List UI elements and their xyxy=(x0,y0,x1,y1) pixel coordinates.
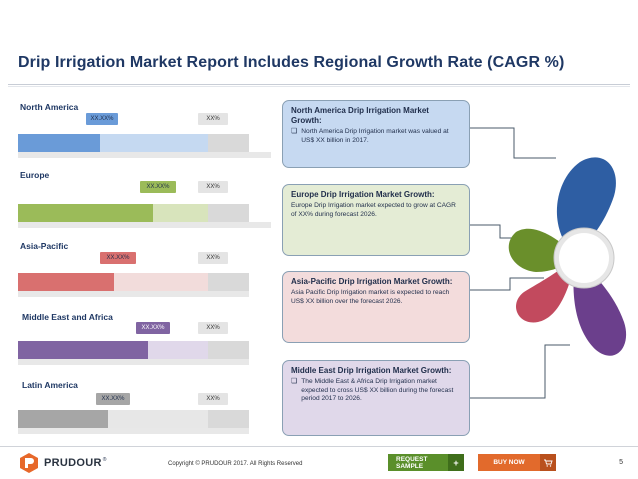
info-box-asia-pacific: Asia-Pacific Drip Irrigation Market Grow… xyxy=(282,271,470,343)
info-box-title: Asia-Pacific Drip Irrigation Market Grow… xyxy=(291,277,453,286)
region-label-middle-east-africa: Middle East and Africa xyxy=(22,312,113,322)
info-box-text: North America Drip Irrigation market was… xyxy=(301,128,449,144)
buy-now-button[interactable]: BUY NOW xyxy=(478,454,556,471)
bar-base-latin-america xyxy=(18,428,249,434)
info-box-text: The Middle East & Africa Drip Irrigation… xyxy=(301,378,454,403)
info-box-title: Middle East Drip Irrigation Market Growt… xyxy=(291,366,452,375)
request-sample-label: REQUEST SAMPLE xyxy=(388,454,448,471)
pct-callout-latin-america: XX% xyxy=(198,393,228,405)
prudour-logo-icon xyxy=(20,453,38,473)
info-box-text: Asia Pacific Drip Irrigation market is e… xyxy=(291,289,450,305)
info-box-north-america: North America Drip Irrigation Market Gro… xyxy=(282,100,470,168)
page-number: 5 xyxy=(619,459,623,466)
bar-fill-middle-east-africa xyxy=(18,341,148,359)
pct-callout-middle-east-africa: XX% xyxy=(198,322,228,334)
bar-fill-north-america xyxy=(18,134,100,152)
region-label-north-america: North America xyxy=(20,102,79,112)
connector-line-north-america xyxy=(470,127,556,159)
value-callout-latin-america: XX.XX% xyxy=(96,393,130,405)
connector-line-asia-pacific xyxy=(470,277,544,291)
footer-divider xyxy=(0,446,638,447)
region-label-latin-america: Latin America xyxy=(22,380,78,390)
info-box-title: Europe Drip Irrigation Market Growth: xyxy=(291,190,435,199)
bar-fill-latin-america xyxy=(18,410,108,428)
pct-callout-europe: XX% xyxy=(198,181,228,193)
value-callout-asia-pacific: XX.XX% xyxy=(100,252,136,264)
prudour-logo[interactable]: PRUDOUR ® xyxy=(18,452,106,474)
pct-callout-asia-pacific: XX% xyxy=(198,252,228,264)
registered-mark: ® xyxy=(102,457,107,463)
plus-icon: + xyxy=(448,454,464,471)
bar-fill-europe xyxy=(18,204,153,222)
cart-icon xyxy=(540,454,556,471)
bar-base-north-america xyxy=(18,152,271,158)
bar-base-europe xyxy=(18,222,271,228)
value-callout-europe: XX.XX% xyxy=(140,181,176,193)
bar-base-middle-east-africa xyxy=(18,359,249,365)
region-label-europe: Europe xyxy=(20,170,50,180)
connector-line-middle-east xyxy=(470,344,570,399)
title-divider xyxy=(8,84,630,85)
checkbox-bullet-icon: ❏ xyxy=(291,128,298,135)
petal-center-inner xyxy=(559,233,609,283)
logo-text: PRUDOUR xyxy=(44,457,102,469)
value-callout-middle-east-africa: XX.XX% xyxy=(136,322,170,334)
pct-callout-north-america: XX% xyxy=(198,113,228,125)
bar-base-asia-pacific xyxy=(18,291,249,297)
buy-now-label: BUY NOW xyxy=(478,454,540,471)
info-box-title: North America Drip Irrigation Market Gro… xyxy=(291,106,429,125)
title-divider-shadow xyxy=(8,86,630,87)
info-box-europe: Europe Drip Irrigation Market Growth: Eu… xyxy=(282,184,470,256)
bar-fill-asia-pacific xyxy=(18,273,114,291)
bullet-item: ❏ North America Drip Irrigation market w… xyxy=(291,128,461,145)
info-box-text: Europe Drip Irrigation market expected t… xyxy=(291,202,456,218)
copyright-text: Copyright © PRUDOUR 2017. All Rights Res… xyxy=(168,461,303,467)
region-label-asia-pacific: Asia-Pacific xyxy=(20,241,69,251)
bullet-item: ❏ The Middle East & Africa Drip Irrigati… xyxy=(291,378,461,404)
checkbox-bullet-icon: ❏ xyxy=(291,378,298,385)
page-title: Drip Irrigation Market Report Includes R… xyxy=(18,54,565,71)
request-sample-button[interactable]: REQUEST SAMPLE + xyxy=(388,454,464,471)
value-callout-north-america: XX.XX% xyxy=(86,113,118,125)
info-box-middle-east: Middle East Drip Irrigation Market Growt… xyxy=(282,360,470,436)
